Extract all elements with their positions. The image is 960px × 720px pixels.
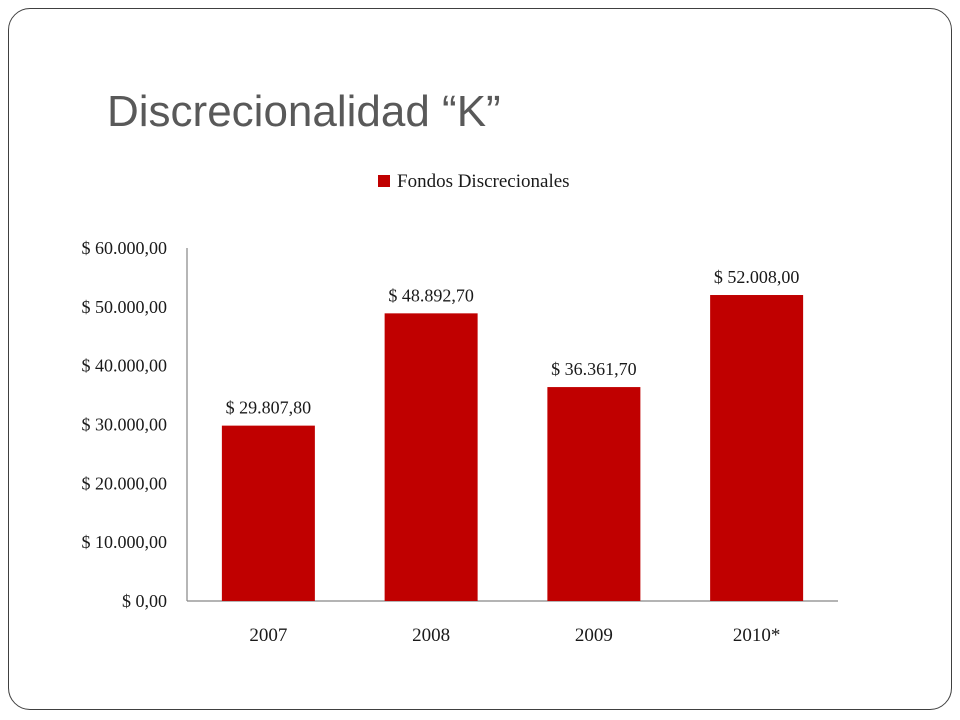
y-tick-label: $ 10.000,00 (82, 532, 168, 552)
bar (710, 295, 804, 601)
y-tick-label: $ 20.000,00 (82, 473, 168, 493)
bar (384, 313, 478, 601)
y-tick-label: $ 40.000,00 (82, 356, 168, 376)
bar (221, 425, 315, 601)
data-label: $ 48.892,70 (388, 285, 474, 305)
y-tick-label: $ 0,00 (122, 591, 167, 611)
x-tick-label: 2007 (249, 625, 287, 646)
y-tick-label: $ 50.000,00 (82, 297, 168, 317)
data-label: $ 36.361,70 (551, 359, 637, 379)
x-tick-label: 2009 (575, 625, 613, 646)
x-tick-label: 2008 (412, 625, 450, 646)
bar (547, 387, 641, 601)
data-label: $ 29.807,80 (226, 398, 312, 418)
slide-title: Discrecionalidad “K” (107, 87, 501, 136)
data-label: $ 52.008,00 (714, 267, 800, 287)
legend-swatch (378, 175, 390, 187)
y-tick-label: $ 30.000,00 (82, 415, 168, 435)
y-tick-label: $ 60.000,00 (82, 238, 168, 258)
x-tick-label: 2010* (733, 625, 781, 646)
legend-label: Fondos Discrecionales (397, 171, 570, 192)
